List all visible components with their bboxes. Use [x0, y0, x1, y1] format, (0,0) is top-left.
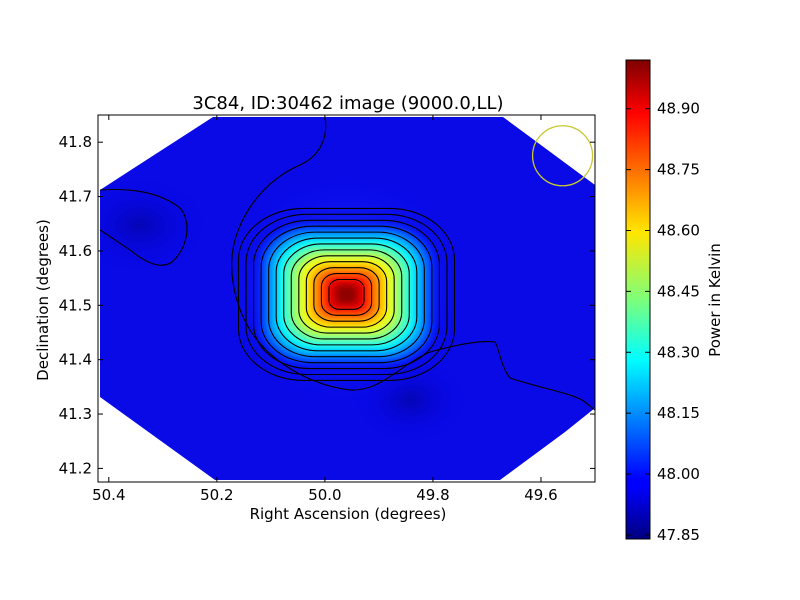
y-tick-label: 41.6 — [59, 242, 92, 260]
chart-title: 3C84, ID:30462 image (9000.0,LL) — [192, 93, 503, 114]
y-tick-label: 41.5 — [59, 296, 92, 314]
contour-ring — [298, 255, 395, 334]
colorbar-ticks: 47.85 48.00 48.15 48.30 48.45 48.60 48.75 48.90 — [626, 100, 700, 544]
y-axis-label: Declination (degrees) — [34, 219, 52, 381]
colorbar-tick-label: 48.45 — [657, 282, 700, 300]
x-tick-label: 49.8 — [416, 486, 449, 504]
colorbar-tick-label: 48.60 — [657, 221, 700, 239]
colorbar — [625, 59, 651, 540]
x-axis-ticks: 50.4 50.2 50.0 49.8 49.6 — [92, 115, 558, 504]
x-tick-label: 50.2 — [200, 486, 233, 504]
contour-ring — [290, 249, 403, 340]
heatmap-level — [336, 285, 357, 304]
heatmap-dark-region-west — [100, 175, 210, 275]
contour-west-depression — [99, 189, 188, 266]
contour-ring — [328, 278, 365, 310]
contour-ring — [253, 219, 440, 370]
contour-ring — [305, 261, 388, 328]
contour-ring — [237, 207, 456, 381]
heatmap-image — [100, 117, 595, 480]
y-tick-label: 41.4 — [59, 351, 92, 369]
y-tick-label: 41.8 — [59, 133, 92, 151]
y-tick-label: 41.7 — [59, 188, 92, 206]
contour-ring — [245, 213, 448, 376]
colorbar-label: Power in Kelvin — [706, 243, 724, 357]
contour-outer-north — [231, 116, 596, 411]
x-tick-label: 49.6 — [524, 486, 557, 504]
colorbar-tick-label: 48.75 — [657, 161, 700, 179]
heatmap-source-core — [258, 224, 435, 365]
x-axis-label: Right Ascension (degrees) — [250, 505, 447, 523]
contour-ring — [320, 273, 373, 316]
colorbar-tick-label: 48.00 — [657, 465, 700, 483]
contour-ring — [313, 267, 380, 322]
colorbar-tick-label: 47.85 — [657, 526, 700, 544]
y-tick-label: 41.2 — [59, 459, 92, 477]
x-tick-label: 50.4 — [92, 486, 125, 504]
contour-lines — [99, 116, 596, 411]
x-tick-label: 50.0 — [308, 486, 341, 504]
colorbar-tick-label: 48.15 — [657, 404, 700, 422]
axes-frame — [97, 114, 596, 483]
contour-ring — [275, 237, 418, 352]
beam-circle — [531, 125, 594, 187]
colorbar-tick-label: 48.30 — [657, 343, 700, 361]
contour-ring — [268, 231, 425, 358]
contour-ring — [283, 243, 410, 346]
colorbar-tick-label: 48.90 — [657, 100, 700, 118]
contour-ring — [260, 225, 433, 364]
y-tick-label: 41.3 — [59, 405, 92, 423]
y-axis-ticks: 41.2 41.3 41.4 41.5 41.6 41.7 41.8 — [59, 133, 595, 477]
